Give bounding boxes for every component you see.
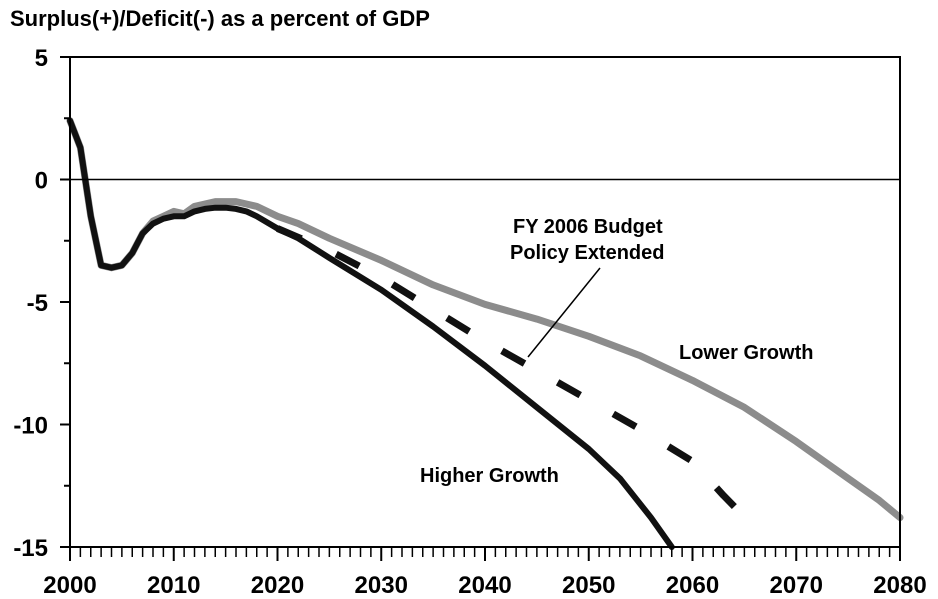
x-tick-label: 2040 xyxy=(458,572,511,599)
x-tick-label: 2030 xyxy=(355,572,408,599)
y-tick-label: -5 xyxy=(27,290,48,317)
x-tick-label: 2070 xyxy=(770,572,823,599)
x-tick-label: 2000 xyxy=(43,572,96,599)
annotation-policy-leader xyxy=(527,267,601,358)
annotation-policy-line2: Policy Extended xyxy=(510,242,665,264)
annotation-policy-line1: FY 2006 Budget xyxy=(513,216,663,238)
series-layer xyxy=(66,117,904,550)
chart-title: Surplus(+)/Deficit(-) as a percent of GD… xyxy=(10,6,430,31)
x-tick-label: 2080 xyxy=(873,572,926,599)
x-tick-label: 2020 xyxy=(251,572,304,599)
series-line-higher-growth xyxy=(67,117,675,550)
x-tick-label: 2010 xyxy=(147,572,200,599)
x-tick-label: 2060 xyxy=(666,572,719,599)
y-tick-label: -10 xyxy=(13,413,48,440)
annotation-lower-growth: Lower Growth xyxy=(679,342,813,364)
y-tick-label: 5 xyxy=(35,45,48,72)
y-tick-label: 0 xyxy=(35,168,48,195)
y-tick-label: -15 xyxy=(13,535,48,562)
axis-layer: 2000 2010 2020 2030 2040 2050 2060 2070 2080 5 0 -5… xyxy=(13,45,926,599)
x-tick-label: 2050 xyxy=(562,572,615,599)
annotation-higher-growth: Higher Growth xyxy=(420,465,559,487)
